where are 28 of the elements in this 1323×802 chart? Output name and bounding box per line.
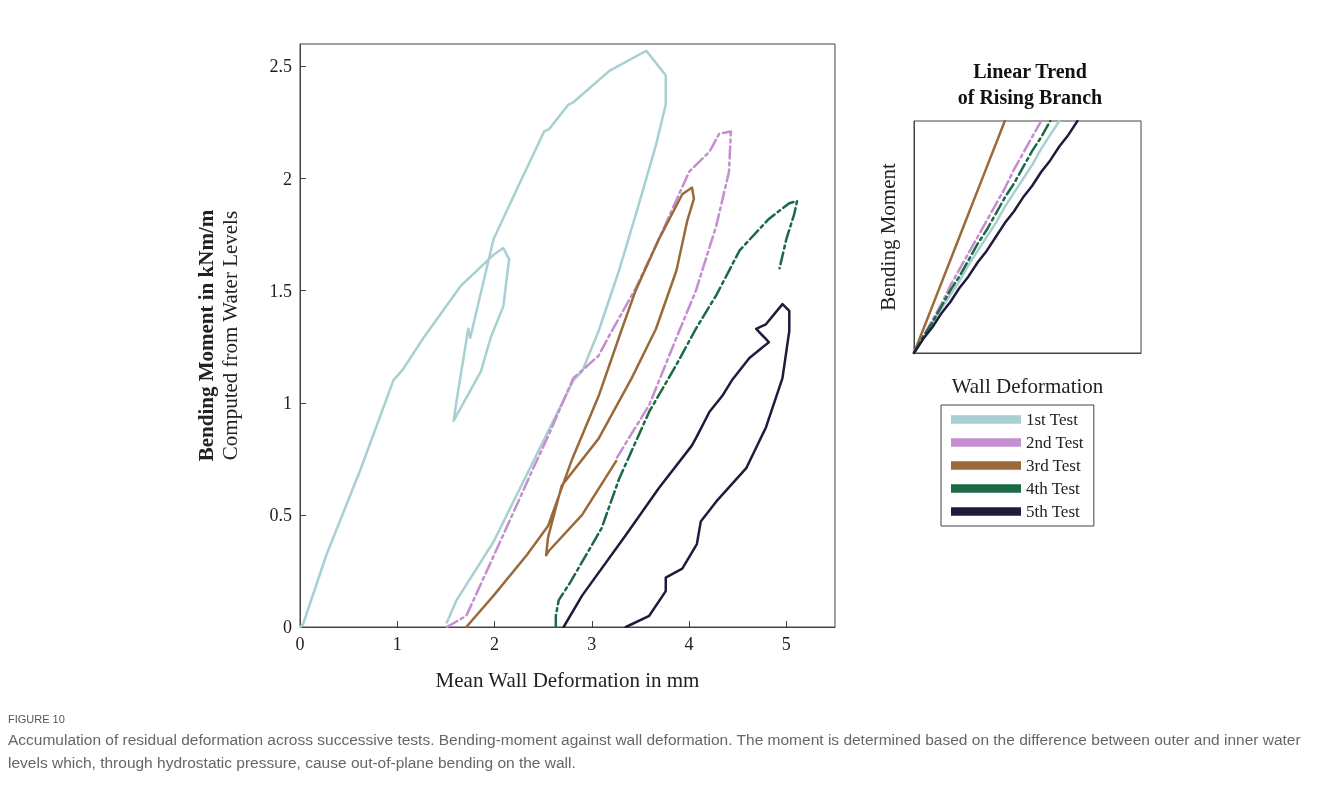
line-series <box>554 199 799 629</box>
x-tick-label: 2 <box>490 634 500 654</box>
x-tick-label: 3 <box>587 634 597 654</box>
y-axis-title: Bending Moment <box>876 163 900 311</box>
text: Accumulation of residual deformation across successive tests. Bending-moment against wall deformation. The moment is determined based on the difference between outer and inner water levels which, through hydrostatic pressure, cause out-of-plane bending on the wall. <box>8 730 1302 773</box>
legend-label: 5th Test <box>1026 502 1081 521</box>
caption: FIGURE 10 <box>8 712 66 727</box>
y-tick-label: 0.5 <box>269 504 292 525</box>
y-axis-title: Bending Moment in kNm/m Computed from Water Levels <box>194 209 242 462</box>
y-tick-label: 1 <box>283 392 292 413</box>
x-tick-label: 1 <box>392 634 402 654</box>
line-series <box>298 49 667 629</box>
line-series <box>465 186 696 629</box>
x-axis-title: Wall Deformation <box>951 373 1104 398</box>
chart-title: Linear Trend of Rising Branch <box>957 60 1103 109</box>
line-series <box>562 302 791 629</box>
line-series <box>445 130 733 629</box>
legend-label: 1st Test <box>1026 410 1079 429</box>
y-tick-label: 1.5 <box>269 280 292 301</box>
legend-label: 4th Test <box>1026 479 1081 498</box>
legend-label: 3rd Test <box>1026 456 1081 475</box>
x-tick-label: 4 <box>684 634 694 654</box>
y-tick-label: 2.5 <box>269 56 292 77</box>
y-tick-label: 0 <box>283 617 292 637</box>
legend-label: 2nd Test <box>1026 433 1084 452</box>
y-tick-label: 2 <box>283 168 292 189</box>
x-axis-title: Mean Wall Deformation in mm <box>435 667 700 692</box>
x-tick-label: 5 <box>781 634 791 654</box>
